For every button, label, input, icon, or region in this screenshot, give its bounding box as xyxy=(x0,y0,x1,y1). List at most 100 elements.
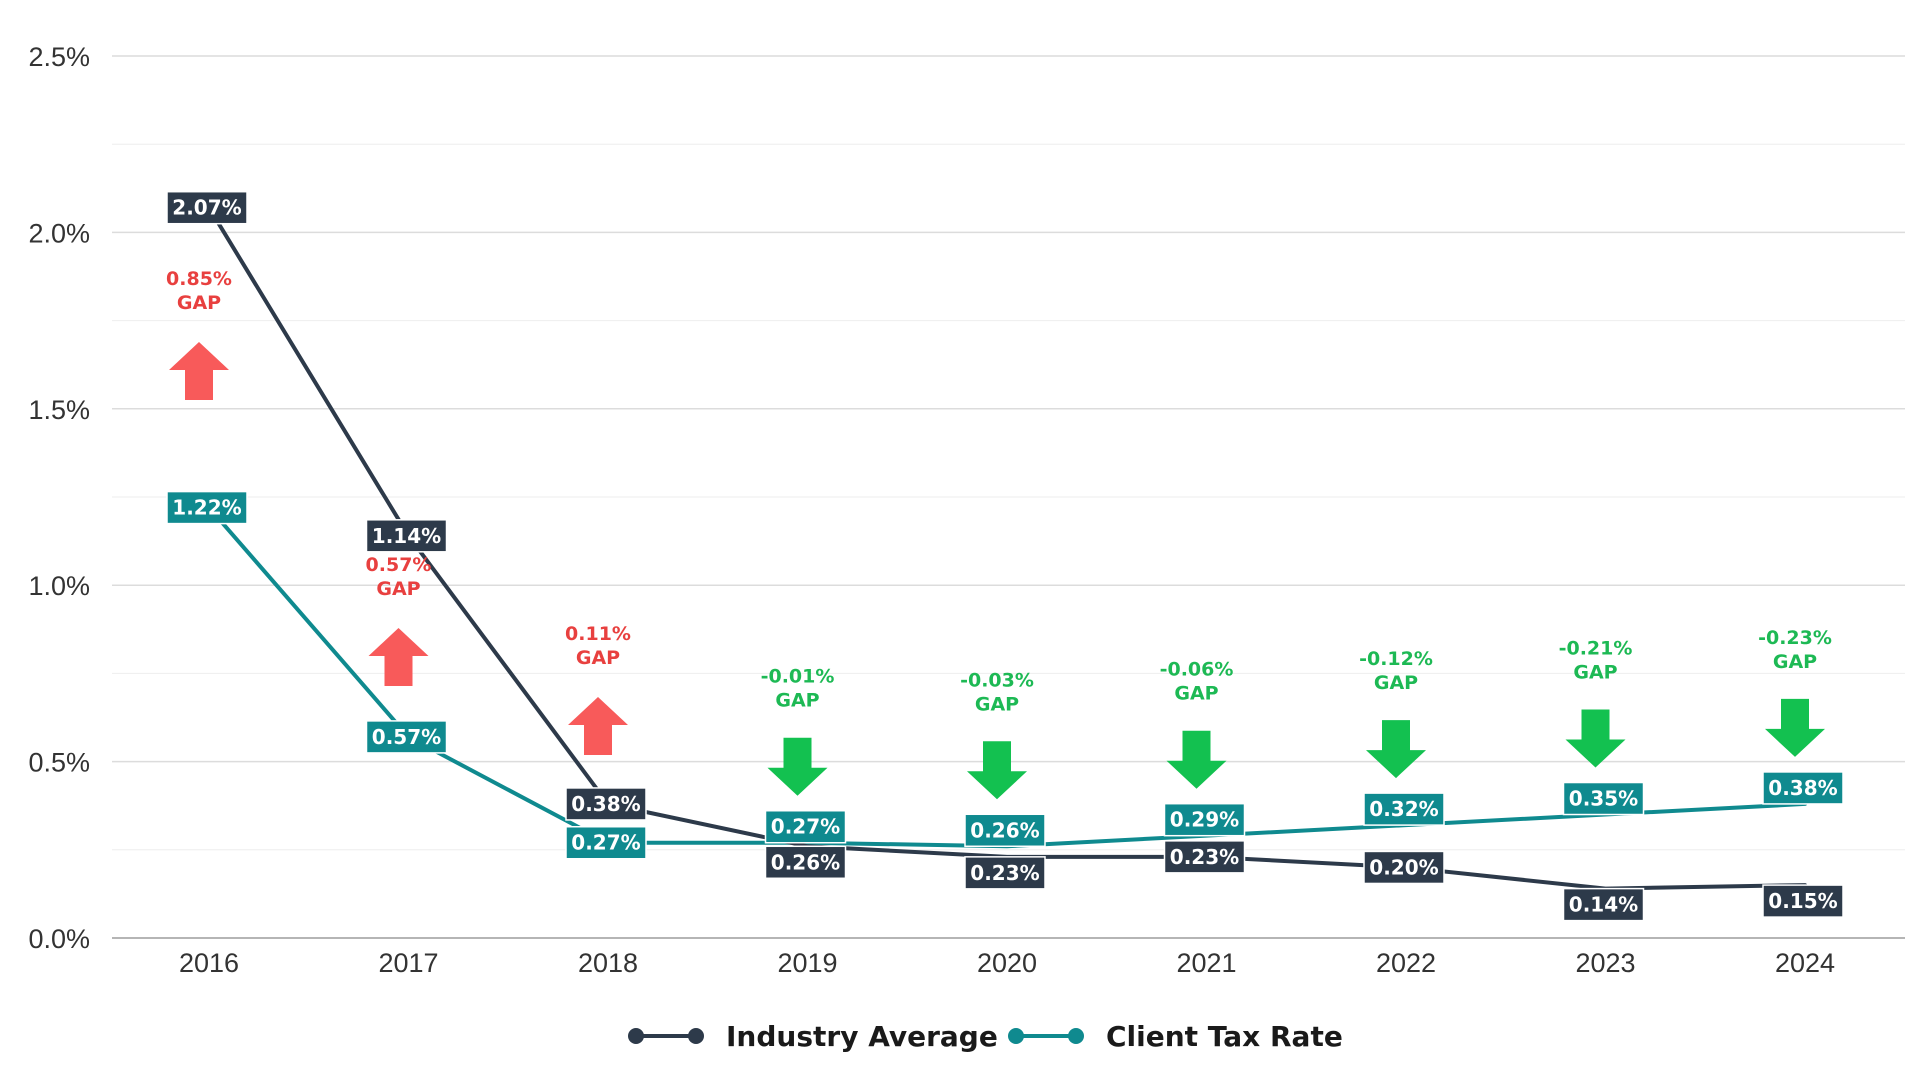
y-tick-label: 1.5% xyxy=(28,395,90,425)
data-label-text: 0.26% xyxy=(771,850,840,874)
y-tick-label: 2.0% xyxy=(28,218,90,248)
gap-value-label: -0.23% xyxy=(1758,627,1832,649)
legend-marker-icon xyxy=(628,1028,644,1044)
data-label-box xyxy=(166,490,248,525)
data-label-box xyxy=(166,190,248,225)
arrow-down-icon xyxy=(967,741,1027,800)
data-label-text: 0.23% xyxy=(970,861,1039,885)
data-label-box xyxy=(764,809,847,844)
industry-average-data-label: 0.23% xyxy=(964,856,1046,890)
data-label-box xyxy=(1562,887,1645,922)
legend-marker-icon xyxy=(1008,1028,1024,1044)
gap-word-label: GAP xyxy=(775,690,819,712)
arrow-down-icon xyxy=(1565,709,1626,768)
gap-word-label: GAP xyxy=(177,292,221,314)
industry-average-data-label: 0.15% xyxy=(1762,884,1844,918)
client-tax-rate-data-label: 0.38% xyxy=(1762,771,1844,805)
arrow-up-icon xyxy=(169,342,229,400)
data-label-box xyxy=(565,825,647,860)
arrow-down-icon xyxy=(1366,720,1426,779)
gap-value-label: -0.12% xyxy=(1359,648,1433,670)
legend-client-tax-rate: Client Tax Rate xyxy=(1008,1020,1343,1053)
data-label-text: 0.27% xyxy=(771,815,840,839)
data-label-text: 0.38% xyxy=(1768,776,1837,800)
x-tick-label: 2023 xyxy=(1575,948,1635,978)
industry-average-data-label: 0.26% xyxy=(764,845,847,880)
data-labels: 2.07% 1.14% 0.38% 0.26% 0.23% 0.23% 0.20% 0.14%… xyxy=(166,190,1844,922)
data-label-box xyxy=(964,856,1046,890)
industry-average-data-label: 0.20% xyxy=(1363,850,1445,885)
data-label-box xyxy=(964,813,1046,848)
client-tax-rate-data-label: 0.29% xyxy=(1163,802,1246,837)
data-label-text: 0.57% xyxy=(372,725,441,749)
client-tax-rate-data-label: 0.57% xyxy=(365,720,448,754)
gap-value-label: -0.01% xyxy=(761,666,835,688)
x-axis: 2016 2017 2018 2019 2020 2021 2022 2023 2024 xyxy=(179,948,1835,978)
y-tick-label: 0.0% xyxy=(28,924,90,954)
data-label-box xyxy=(764,845,847,880)
x-tick-label: 2021 xyxy=(1176,948,1236,978)
x-tick-label: 2024 xyxy=(1775,948,1835,978)
gap-annotation: -0.21%GAP xyxy=(1559,638,1632,768)
gap-word-label: GAP xyxy=(376,578,420,600)
legend: Industry Average Client Tax Rate xyxy=(628,1020,1343,1053)
data-label-box xyxy=(1163,802,1246,837)
client-tax-rate-data-label: 1.22% xyxy=(166,490,248,525)
x-tick-label: 2019 xyxy=(777,948,837,978)
legend-industry-average: Industry Average xyxy=(628,1020,998,1053)
gap-value-label: -0.06% xyxy=(1160,659,1234,681)
gap-annotation: 0.11%GAP xyxy=(565,623,631,755)
industry-average-data-label: 1.14% xyxy=(365,519,448,553)
gap-word-label: GAP xyxy=(975,693,1019,715)
data-label-box xyxy=(1762,884,1844,918)
gap-annotation: -0.06%GAP xyxy=(1160,659,1234,789)
x-tick-label: 2020 xyxy=(977,948,1037,978)
x-tick-label: 2022 xyxy=(1376,948,1436,978)
industry-average-data-label: 0.14% xyxy=(1562,887,1645,922)
legend-marker-icon xyxy=(1068,1028,1084,1044)
gap-word-label: GAP xyxy=(1573,662,1617,684)
gap-annotation: -0.03%GAP xyxy=(960,669,1034,800)
client-tax-rate-data-label: 0.32% xyxy=(1363,792,1445,826)
arrow-down-icon xyxy=(767,737,828,796)
gap-value-label: 0.11% xyxy=(565,623,631,645)
client-tax-rate-data-label: 0.35% xyxy=(1562,781,1645,816)
data-label-box xyxy=(365,519,448,553)
data-label-text: 0.14% xyxy=(1569,893,1638,917)
data-label-box xyxy=(365,720,448,754)
client-tax-rate-data-label: 0.27% xyxy=(565,825,647,860)
data-label-box xyxy=(1363,792,1445,826)
y-axis: 0.0% 0.5% 1.0% 1.5% 2.0% 2.5% xyxy=(28,42,90,954)
data-label-text: 1.22% xyxy=(172,496,241,520)
x-tick-label: 2018 xyxy=(578,948,638,978)
data-label-text: 1.14% xyxy=(372,524,441,548)
x-tick-label: 2016 xyxy=(179,948,239,978)
client-tax-rate-data-label: 0.27% xyxy=(764,809,847,844)
industry-average-data-label: 2.07% xyxy=(166,190,248,225)
data-label-text: 0.20% xyxy=(1369,855,1438,879)
gap-annotation: 0.85%GAP xyxy=(166,268,232,400)
data-label-text: 0.23% xyxy=(1170,845,1239,869)
gap-annotations: 0.85%GAP0.57%GAP0.11%GAP-0.01%GAP-0.03%G… xyxy=(166,268,1832,800)
gap-annotation: -0.12%GAP xyxy=(1359,648,1433,779)
data-label-box xyxy=(565,787,647,821)
gap-value-label: -0.03% xyxy=(960,669,1034,691)
gap-annotation: -0.01%GAP xyxy=(761,666,835,796)
arrow-down-icon xyxy=(1166,730,1227,789)
data-label-text: 0.29% xyxy=(1170,808,1239,832)
data-label-text: 0.32% xyxy=(1369,797,1438,821)
industry-average-data-label: 0.23% xyxy=(1163,840,1246,874)
arrow-down-icon xyxy=(1765,698,1825,757)
industry-average-data-label: 0.38% xyxy=(565,787,647,821)
data-label-text: 0.27% xyxy=(571,831,640,855)
arrow-up-icon xyxy=(568,697,628,755)
gridlines xyxy=(112,55,1905,939)
arrow-up-icon xyxy=(368,628,429,686)
gap-value-label: 0.85% xyxy=(166,268,232,290)
gap-word-label: GAP xyxy=(1374,672,1418,694)
data-label-text: 2.07% xyxy=(172,196,241,220)
gap-word-label: GAP xyxy=(1174,683,1218,705)
data-label-text: 0.15% xyxy=(1768,889,1837,913)
